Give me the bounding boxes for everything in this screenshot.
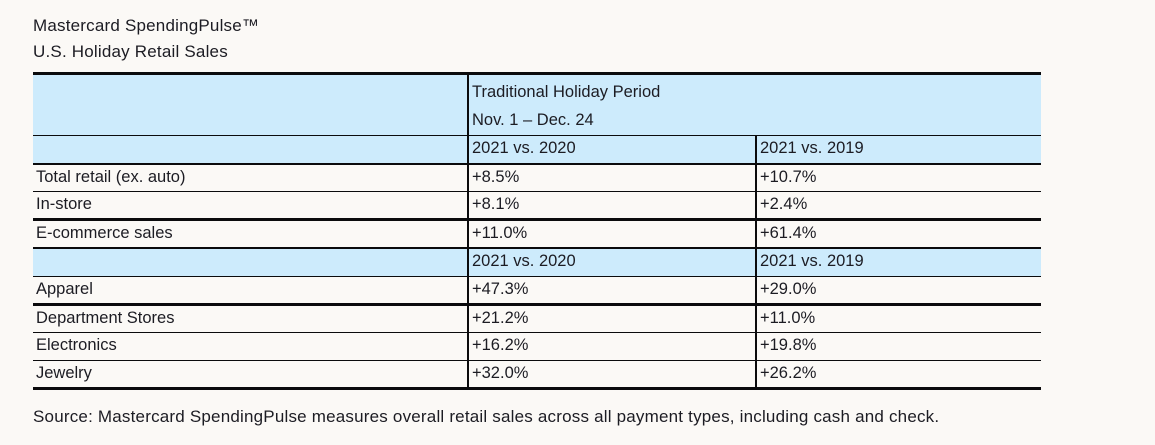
- value-vs-2020: +32.0%: [468, 359, 757, 388]
- period-line1: Traditional Holiday Period: [472, 83, 661, 101]
- value-vs-2020: +47.3%: [468, 275, 757, 304]
- row-label: Electronics: [33, 331, 469, 360]
- table-row: Department Stores +21.2% +11.0%: [33, 302, 1042, 332]
- value-vs-2020: +16.2%: [468, 331, 757, 360]
- value-vs-2019: +11.0%: [756, 302, 1042, 332]
- period-header-row: Traditional Holiday Period Nov. 1 – Dec.…: [33, 73, 1042, 136]
- value-vs-2019: +29.0%: [756, 275, 1042, 304]
- page: Mastercard SpendingPulse™ U.S. Holiday R…: [33, 13, 1155, 426]
- empty-corner-cell: [33, 73, 469, 136]
- col-header-2021-vs-2020: 2021 vs. 2020: [468, 135, 757, 164]
- value-vs-2020: +11.0%: [468, 218, 757, 248]
- holiday-retail-sales-table: Traditional Holiday Period Nov. 1 – Dec.…: [33, 72, 1042, 390]
- row-label: In-store: [33, 191, 469, 220]
- value-vs-2019: +26.2%: [756, 359, 1042, 388]
- table-row: Total retail (ex. auto) +8.5% +10.7%: [33, 162, 1042, 192]
- value-vs-2020: +8.1%: [468, 191, 757, 220]
- value-vs-2020: +21.2%: [468, 302, 757, 332]
- table-row: Electronics +16.2% +19.8%: [33, 331, 1042, 360]
- row-label: Total retail (ex. auto): [33, 162, 469, 192]
- table-row: Apparel +47.3% +29.0%: [33, 275, 1042, 304]
- page-title: Mastercard SpendingPulse™: [33, 16, 260, 35]
- col-header-2021-vs-2019: 2021 vs. 2019: [756, 247, 1042, 276]
- value-vs-2019: +10.7%: [756, 162, 1042, 192]
- col-header-2021-vs-2019: 2021 vs. 2019: [756, 135, 1042, 164]
- empty-header-cell: [33, 135, 469, 164]
- period-line2: Nov. 1 – Dec. 24: [472, 111, 594, 129]
- value-vs-2020: +8.5%: [468, 162, 757, 192]
- value-vs-2019: +19.8%: [756, 331, 1042, 360]
- col-header-2021-vs-2020: 2021 vs. 2020: [468, 247, 757, 276]
- empty-header-cell: [33, 247, 469, 276]
- column-header-row: 2021 vs. 2020 2021 vs. 2019: [33, 247, 1042, 276]
- page-subtitle: U.S. Holiday Retail Sales: [33, 42, 228, 61]
- title-block: Mastercard SpendingPulse™ U.S. Holiday R…: [33, 13, 1155, 65]
- row-label: Jewelry: [33, 359, 469, 388]
- source-note: Source: Mastercard SpendingPulse measure…: [33, 406, 940, 426]
- row-label: E-commerce sales: [33, 218, 469, 248]
- table-row: In-store +8.1% +2.4%: [33, 191, 1042, 220]
- table-row: Jewelry +32.0% +26.2%: [33, 359, 1042, 388]
- period-header-cell: Traditional Holiday Period Nov. 1 – Dec.…: [468, 73, 1042, 136]
- row-label: Department Stores: [33, 302, 469, 332]
- table-row: E-commerce sales +11.0% +61.4%: [33, 218, 1042, 248]
- row-label: Apparel: [33, 275, 469, 304]
- column-header-row: 2021 vs. 2020 2021 vs. 2019: [33, 135, 1042, 164]
- value-vs-2019: +61.4%: [756, 218, 1042, 248]
- value-vs-2019: +2.4%: [756, 191, 1042, 220]
